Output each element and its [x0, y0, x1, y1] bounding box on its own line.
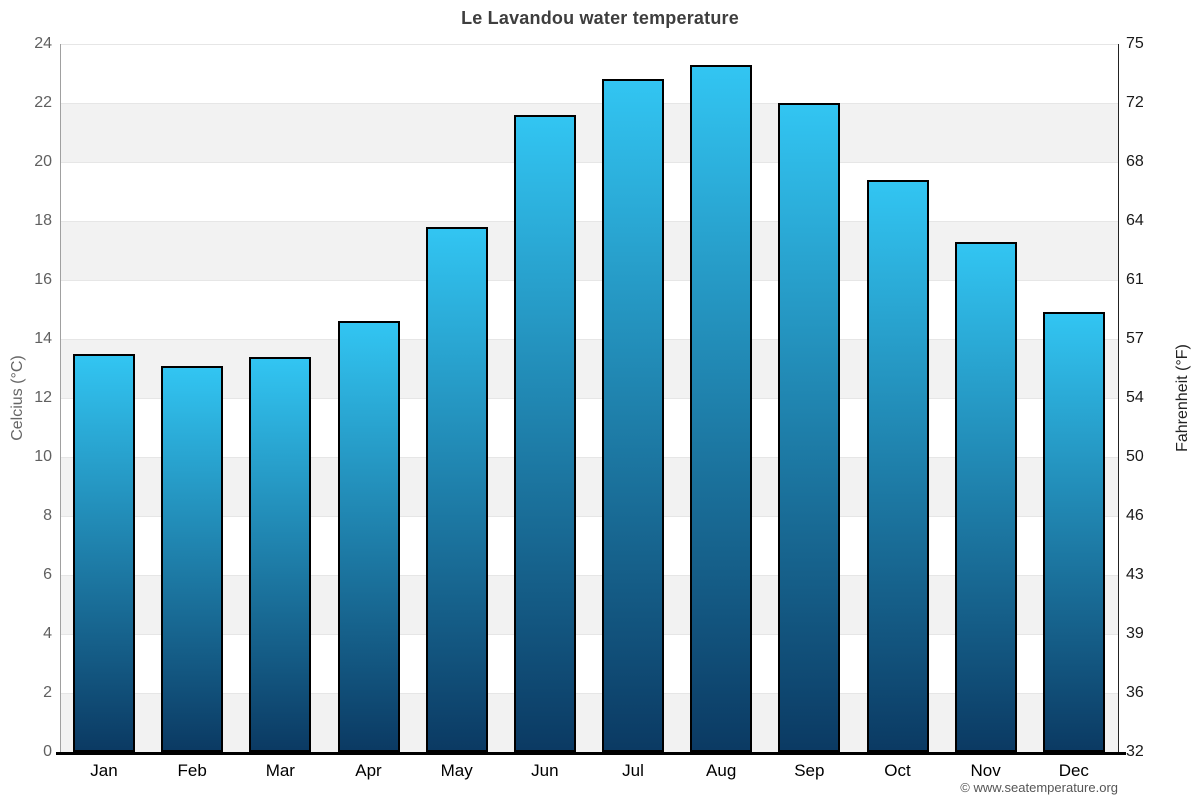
- bar-jun[interactable]: [513, 114, 576, 752]
- month-label-dec: Dec: [1058, 761, 1089, 780]
- fahrenheit-tick-label: 54: [1126, 389, 1144, 406]
- month-label-jan: Jan: [90, 761, 118, 780]
- fahrenheit-tick-label: 68: [1126, 153, 1144, 170]
- bar-mar[interactable]: [249, 356, 312, 752]
- bar-aug[interactable]: [690, 64, 753, 752]
- celsius-tick-label: 2: [43, 684, 52, 701]
- gridline: [60, 339, 1118, 340]
- celsius-tick-label: 20: [34, 153, 52, 170]
- celsius-tick-label: 16: [34, 271, 52, 288]
- gridline: [60, 221, 1118, 222]
- gridline: [60, 457, 1118, 458]
- month-label-jul: Jul: [622, 761, 644, 780]
- bar-jan[interactable]: [73, 353, 136, 752]
- plot-band: [60, 457, 1118, 516]
- plot-band: [60, 693, 1118, 752]
- bar-sep[interactable]: [778, 103, 841, 752]
- gridline: [60, 280, 1118, 281]
- month-label-aug: Aug: [706, 761, 737, 780]
- left-axis-title: Celcius (°C): [9, 355, 26, 441]
- celsius-tick-label: 22: [34, 94, 52, 111]
- plot-band: [60, 103, 1118, 162]
- fahrenheit-tick-label: 50: [1126, 448, 1144, 465]
- fahrenheit-tick-label: 72: [1126, 94, 1144, 111]
- fahrenheit-tick-label: 43: [1126, 566, 1144, 583]
- bar-feb[interactable]: [161, 365, 224, 752]
- month-label-mar: Mar: [265, 761, 295, 780]
- fahrenheit-tick-label: 46: [1126, 507, 1144, 524]
- gridline: [60, 516, 1118, 517]
- gridline: [60, 44, 1118, 45]
- gridline: [60, 103, 1118, 104]
- gridline: [60, 398, 1118, 399]
- plot-band: [60, 221, 1118, 280]
- celsius-tick-label: 12: [34, 389, 52, 406]
- celsius-tick-label: 8: [43, 507, 52, 524]
- fahrenheit-tick-label: 32: [1126, 743, 1144, 760]
- bar-dec[interactable]: [1042, 312, 1105, 752]
- celsius-tick-label: 4: [43, 625, 52, 642]
- fahrenheit-tick-label: 57: [1126, 330, 1144, 347]
- bar-nov[interactable]: [954, 241, 1017, 752]
- bar-jul[interactable]: [602, 79, 665, 752]
- left-axis-line: [60, 44, 61, 752]
- chart-title: Le Lavandou water temperature: [461, 8, 739, 28]
- bar-oct[interactable]: [866, 179, 929, 752]
- fahrenheit-tick-label: 36: [1126, 684, 1144, 701]
- plot-area: [60, 44, 1118, 752]
- month-label-feb: Feb: [177, 761, 207, 780]
- plot-band: [60, 339, 1118, 398]
- celsius-tick-label: 24: [34, 35, 52, 52]
- fahrenheit-tick-label: 39: [1126, 625, 1144, 642]
- copyright-link[interactable]: © www.seatemperature.org: [960, 780, 1118, 795]
- gridline: [60, 693, 1118, 694]
- right-axis-title: Fahrenheit (°F): [1174, 344, 1191, 452]
- gridline: [60, 575, 1118, 576]
- x-axis-line: [56, 752, 1126, 755]
- bar-apr[interactable]: [337, 321, 400, 752]
- bar-may[interactable]: [425, 226, 488, 752]
- gridline: [60, 634, 1118, 635]
- fahrenheit-tick-label: 75: [1126, 35, 1144, 52]
- month-label-nov: Nov: [970, 761, 1001, 780]
- month-label-oct: Oct: [884, 761, 911, 780]
- month-label-sep: Sep: [794, 761, 825, 780]
- gridline: [60, 162, 1118, 163]
- celsius-tick-label: 10: [34, 448, 52, 465]
- right-axis-line: [1118, 44, 1119, 752]
- fahrenheit-tick-label: 61: [1126, 271, 1144, 288]
- celsius-tick-label: 18: [34, 212, 52, 229]
- month-label-may: May: [440, 761, 473, 780]
- celsius-tick-label: 0: [43, 743, 52, 760]
- celsius-tick-label: 14: [34, 330, 52, 347]
- month-label-apr: Apr: [355, 761, 382, 780]
- month-label-jun: Jun: [531, 761, 559, 780]
- fahrenheit-tick-label: 64: [1126, 212, 1144, 229]
- celsius-tick-label: 6: [43, 566, 52, 583]
- plot-band: [60, 575, 1118, 634]
